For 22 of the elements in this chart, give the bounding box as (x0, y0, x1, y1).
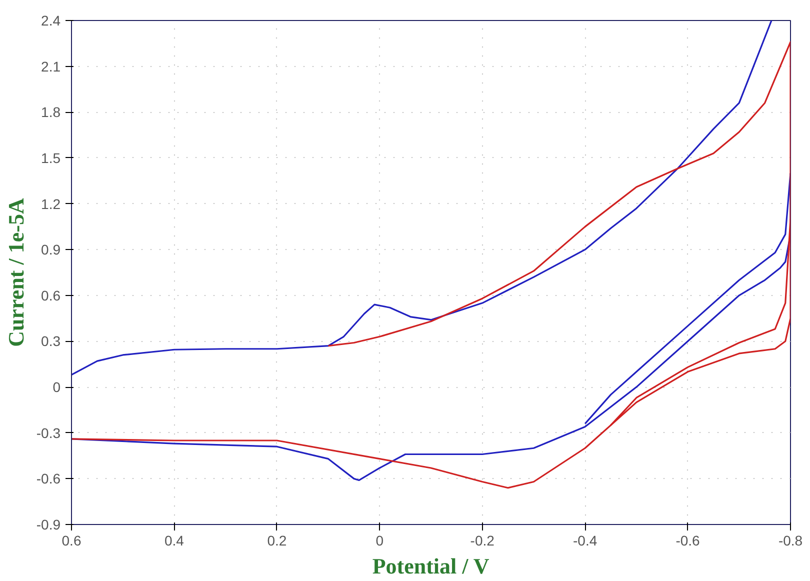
y-axis-title: Current / 1e-5A (3, 198, 28, 347)
y-tick-label: 2.1 (41, 58, 61, 74)
x-tick-label: 0 (376, 532, 384, 548)
x-tick-label: -0.8 (778, 532, 803, 548)
x-tick-label: -0.4 (573, 532, 598, 548)
y-tick-label: 1.8 (41, 104, 61, 120)
y-tick-label: -0.9 (36, 516, 61, 532)
x-tick-label: -0.6 (676, 532, 700, 548)
x-axis-title: Potential / V (372, 554, 490, 578)
y-tick-label: 1.2 (41, 196, 61, 212)
y-tick-label: -0.3 (36, 424, 61, 441)
x-tick-label: 0.6 (62, 532, 82, 548)
y-tick-label: 2.4 (41, 12, 61, 28)
x-tick-label: 0.2 (267, 532, 287, 548)
y-tick-label: 1.5 (41, 150, 61, 166)
y-tick-label: 0.9 (41, 242, 61, 258)
y-tick-label: -0.6 (36, 470, 61, 487)
x-tick-label: 0.4 (164, 532, 184, 548)
y-tick-label: 0.3 (41, 333, 61, 350)
y-tick-label: 0.6 (41, 287, 61, 304)
x-tick-label: -0.2 (470, 532, 495, 548)
y-tick-label: 0 (52, 379, 61, 396)
